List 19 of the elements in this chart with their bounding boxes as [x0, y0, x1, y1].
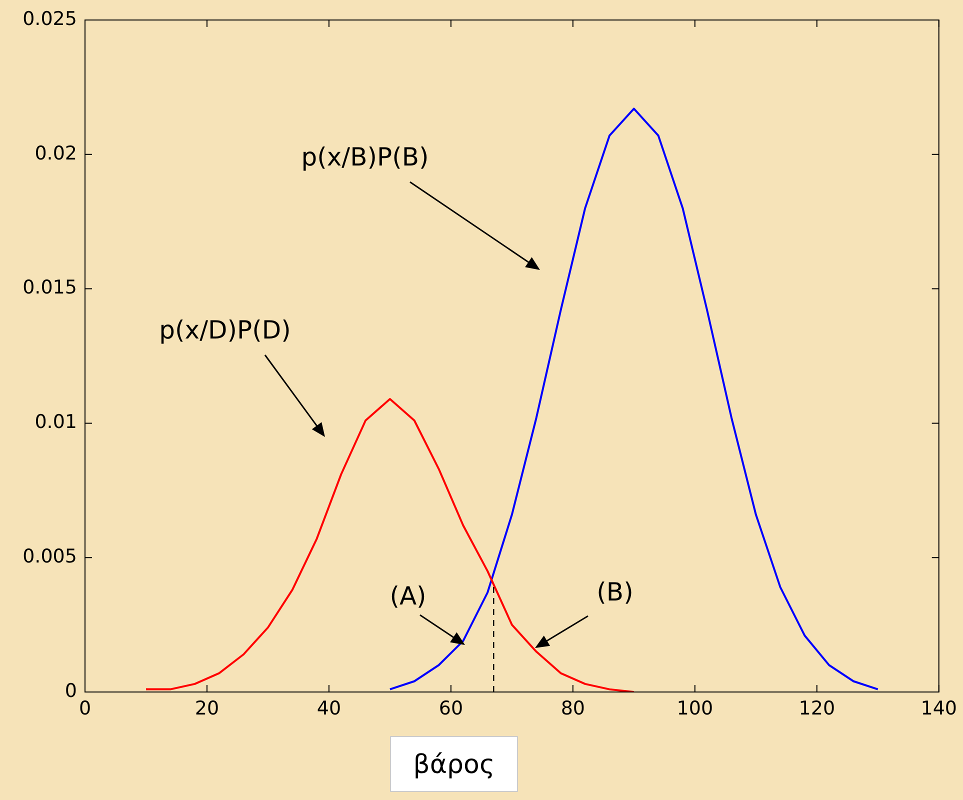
- annotation: p(x/B)P(B): [301, 142, 429, 172]
- x-tick-label: 80: [560, 697, 586, 720]
- y-tick-label: 0.025: [22, 8, 77, 30]
- y-tick-label: 0: [64, 680, 77, 702]
- y-tick-label: 0.015: [22, 276, 77, 299]
- annotation: (B): [596, 578, 634, 606]
- x-tick-label: 40: [316, 697, 342, 720]
- x-tick-label: 140: [920, 697, 957, 720]
- y-tick-label: 0.01: [34, 411, 77, 434]
- annotation: (A): [390, 582, 426, 610]
- y-tick-label: 0.005: [22, 546, 77, 568]
- x-tick-label: 0: [78, 697, 92, 720]
- y-tick-label: 0.02: [34, 142, 77, 164]
- x-tick-label: 60: [438, 697, 464, 720]
- x-axis-title: βάρος: [390, 736, 518, 792]
- annotation: p(x/D)P(D): [159, 316, 291, 344]
- x-tick-label: 20: [194, 697, 220, 720]
- x-tick-label: 100: [676, 697, 714, 720]
- x-tick-label: 120: [798, 697, 836, 720]
